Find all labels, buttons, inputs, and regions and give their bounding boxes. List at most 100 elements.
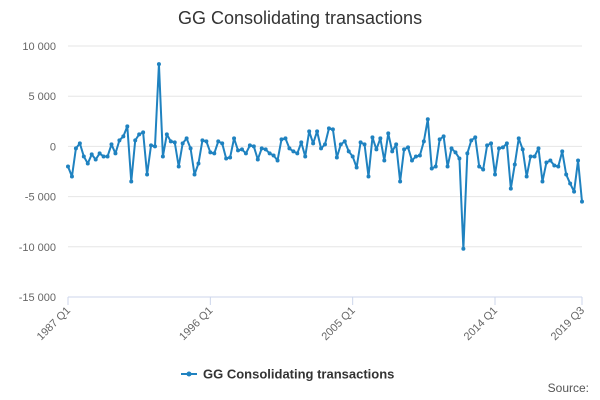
data-point[interactable] [243,151,248,156]
data-point[interactable] [334,155,339,160]
data-point[interactable] [149,143,154,148]
data-point[interactable] [394,142,399,147]
data-point[interactable] [544,160,549,165]
data-point[interactable] [370,135,375,140]
data-point[interactable] [540,179,545,184]
data-point[interactable] [137,132,142,137]
data-point[interactable] [101,154,106,159]
data-point[interactable] [489,141,494,146]
legend-label[interactable]: GG Consolidating transactions [203,367,394,382]
data-point[interactable] [228,155,233,160]
data-point[interactable] [311,141,316,146]
data-point[interactable] [520,147,525,152]
data-point[interactable] [315,129,320,134]
data-point[interactable] [374,147,379,152]
data-point[interactable] [85,161,90,166]
data-point[interactable] [263,147,268,152]
data-point[interactable] [390,149,395,154]
data-point[interactable] [180,141,185,146]
data-point[interactable] [437,137,442,142]
data-point[interactable] [346,149,351,154]
data-point[interactable] [141,130,146,135]
data-point[interactable] [362,142,367,147]
data-point[interactable] [172,140,177,145]
data-point[interactable] [493,172,498,177]
data-point[interactable] [236,148,241,153]
data-point[interactable] [445,164,450,169]
data-point[interactable] [109,142,114,147]
data-point[interactable] [208,150,213,155]
data-point[interactable] [247,143,252,148]
data-point[interactable] [319,146,324,151]
data-point[interactable] [477,164,482,169]
data-point[interactable] [516,136,521,141]
data-point[interactable] [532,154,537,159]
data-point[interactable] [485,143,490,148]
data-point[interactable] [89,152,94,157]
data-point[interactable] [350,154,355,159]
data-point[interactable] [421,139,426,144]
data-point[interactable] [287,146,292,151]
data-point[interactable] [204,139,209,144]
data-point[interactable] [216,139,221,144]
data-point[interactable] [481,167,486,172]
data-point[interactable] [176,164,181,169]
data-point[interactable] [406,145,411,150]
data-point[interactable] [283,136,288,141]
data-point[interactable] [212,151,217,156]
data-point[interactable] [168,139,173,144]
data-point[interactable] [97,151,102,156]
data-point[interactable] [496,146,501,151]
data-point[interactable] [413,154,418,159]
legend[interactable]: GG Consolidating transactions [181,367,394,382]
data-point[interactable] [196,161,201,166]
data-point[interactable] [358,140,363,145]
data-point[interactable] [576,158,581,163]
data-point[interactable] [500,145,505,150]
data-point[interactable] [224,156,229,161]
data-point[interactable] [81,154,86,159]
data-point[interactable] [152,144,157,149]
data-point[interactable] [299,140,304,145]
data-point[interactable] [267,151,272,156]
data-point[interactable] [93,157,98,162]
data-point[interactable] [113,151,118,156]
data-point[interactable] [449,146,454,151]
data-point[interactable] [425,117,430,122]
data-point[interactable] [303,154,308,159]
data-point[interactable] [145,172,150,177]
data-point[interactable] [192,172,197,177]
data-point[interactable] [66,164,70,169]
data-point[interactable] [524,174,529,179]
data-point[interactable] [184,136,189,141]
data-point[interactable] [528,154,533,159]
data-point[interactable] [508,186,513,191]
data-point[interactable] [105,154,110,159]
data-point[interactable] [512,162,517,167]
data-point[interactable] [307,129,312,134]
data-point[interactable] [429,166,434,171]
data-point[interactable] [342,139,347,144]
data-point[interactable] [117,138,122,143]
data-point[interactable] [121,134,126,139]
data-point[interactable] [402,147,407,152]
data-point[interactable] [457,156,462,161]
data-point[interactable] [330,127,335,132]
data-point[interactable] [580,199,584,204]
data-point[interactable] [255,157,260,162]
data-point[interactable] [382,158,387,163]
data-point[interactable] [568,181,573,186]
data-point[interactable] [326,126,331,131]
data-point[interactable] [469,138,474,143]
data-point[interactable] [73,146,78,151]
data-point[interactable] [133,138,138,143]
data-point[interactable] [232,136,237,141]
data-point[interactable] [441,134,446,139]
data-point[interactable] [271,153,276,158]
data-point[interactable] [323,142,327,147]
data-point[interactable] [465,151,470,156]
data-point[interactable] [378,136,383,141]
data-point[interactable] [354,165,359,170]
data-point[interactable] [386,131,391,136]
data-point[interactable] [504,141,509,146]
